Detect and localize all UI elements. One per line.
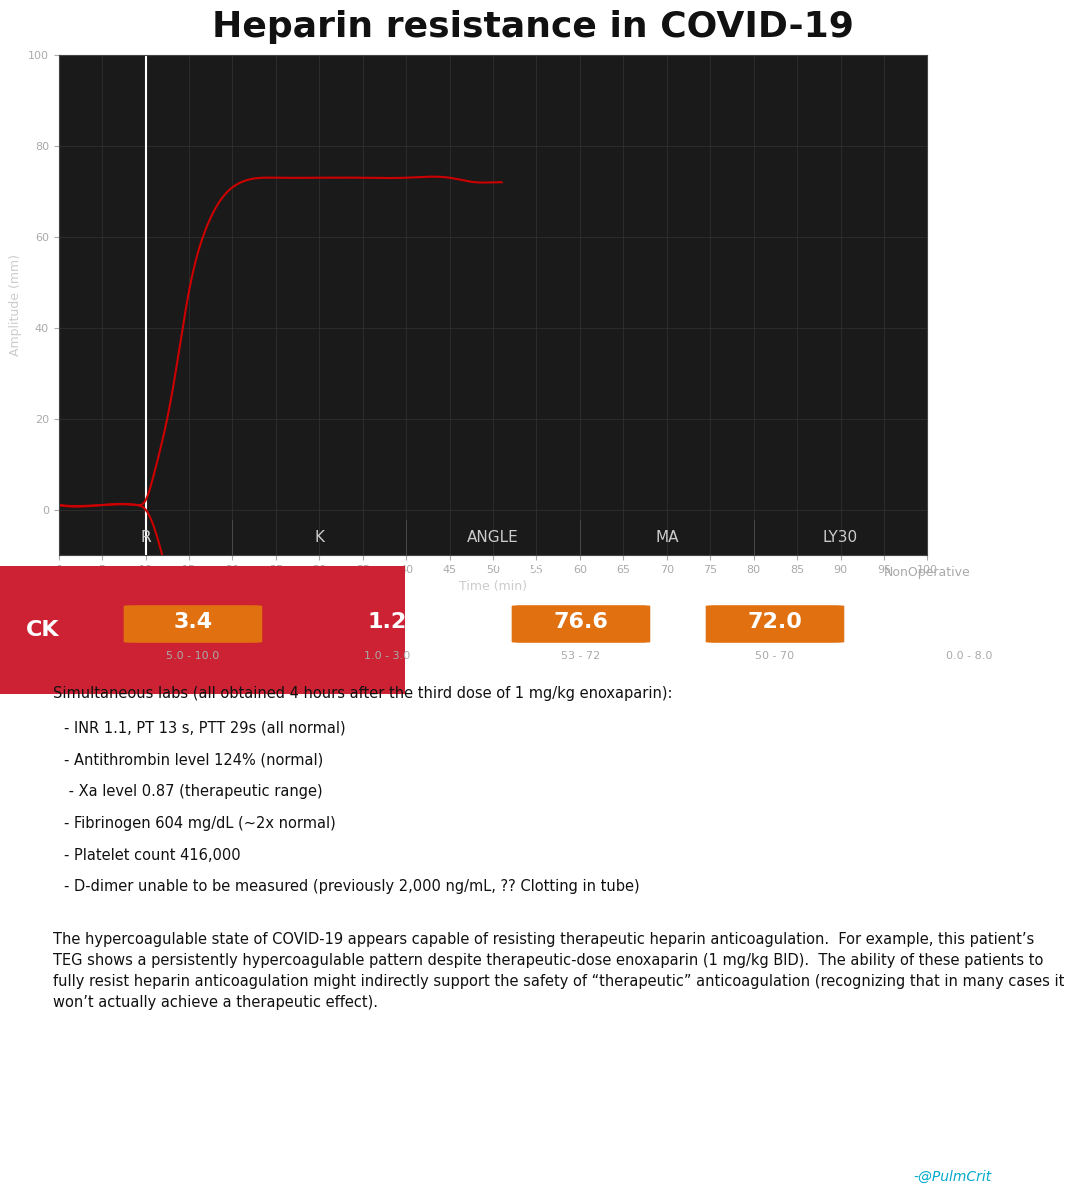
Text: Simultaneous labs (all obtained 4 hours after the third dose of 1 mg/kg enoxapar: Simultaneous labs (all obtained 4 hours … [53,686,673,701]
Text: Heparin resistance in COVID-19: Heparin resistance in COVID-19 [212,11,854,44]
Text: -@PulmCrit: -@PulmCrit [914,1170,991,1184]
Text: - Xa level 0.87 (therapeutic range): - Xa level 0.87 (therapeutic range) [64,784,323,799]
Text: CK: CK [26,620,60,640]
X-axis label: Time (min): Time (min) [459,581,527,593]
Text: 0.0 - 8.0: 0.0 - 8.0 [946,650,992,660]
Text: ⤢: ⤢ [990,270,1003,290]
Y-axis label: Amplitude (mm): Amplitude (mm) [10,254,22,356]
Text: ✓: ✓ [9,564,23,582]
Text: - Platelet count 416,000: - Platelet count 416,000 [64,847,241,863]
Text: MA: MA [655,530,679,545]
FancyBboxPatch shape [124,605,262,643]
Text: K: K [314,530,324,545]
Text: 0.2: 0.2 [950,612,988,632]
Text: - Antithrombin level 124% (normal): - Antithrombin level 124% (normal) [64,752,323,767]
Text: 3.4: 3.4 [174,612,212,632]
Text: - Fibrinogen 604 mg/dL (~2x normal): - Fibrinogen 604 mg/dL (~2x normal) [64,816,336,830]
Text: - D-dimer unable to be measured (previously 2,000 ng/mL, ?? Clotting in tube): - D-dimer unable to be measured (previou… [64,880,640,894]
FancyBboxPatch shape [706,605,844,643]
Text: Fullscreen: Fullscreen [972,344,1021,355]
Text: 1.0 - 3.0: 1.0 - 3.0 [364,650,410,660]
Text: ANGLE: ANGLE [467,530,519,545]
Text: 72.0: 72.0 [747,612,803,632]
Text: 76.6: 76.6 [553,612,609,632]
Text: 50 - 70: 50 - 70 [756,650,794,660]
Text: 5.0 - 10.0: 5.0 - 10.0 [166,650,220,660]
FancyBboxPatch shape [512,605,650,643]
Text: R: R [141,530,150,545]
Text: - INR 1.1, PT 13 s, PTT 29s (all normal): - INR 1.1, PT 13 s, PTT 29s (all normal) [64,720,345,736]
Text: Grid: Grid [985,175,1008,185]
Text: ⊞: ⊞ [988,120,1005,139]
Text: 1.2: 1.2 [368,612,406,632]
Text: The hypercoagulable state of COVID-19 appears capable of resisting therapeutic h: The hypercoagulable state of COVID-19 ap… [53,932,1065,1010]
Text: 53 - 72: 53 - 72 [562,650,600,660]
Text: NonOperative: NonOperative [884,566,971,578]
FancyBboxPatch shape [0,566,405,694]
Text: TEG 5000: TEG 5000 [496,565,570,580]
Text: LY30: LY30 [823,530,858,545]
Text: 📋: 📋 [1030,565,1038,580]
